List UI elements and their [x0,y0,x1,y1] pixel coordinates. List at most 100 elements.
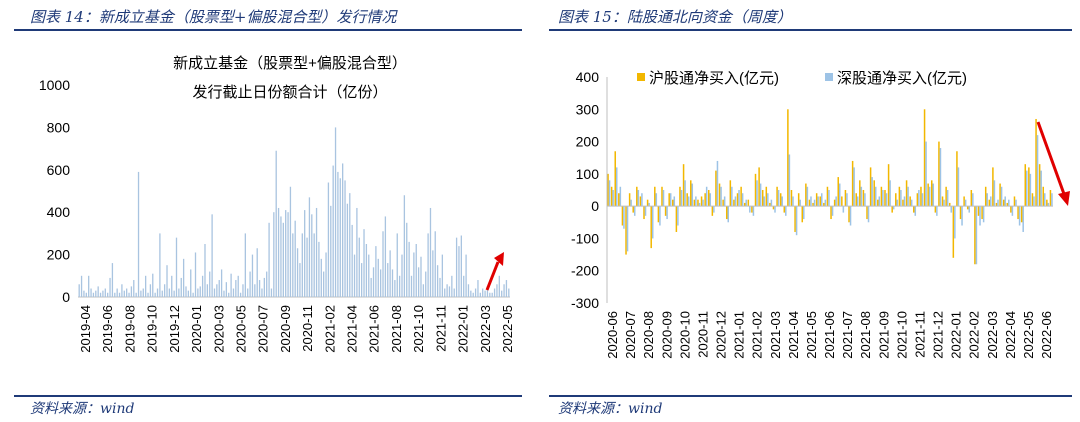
sz-bar [767,193,769,207]
sh-bar [621,206,624,226]
right-figure: 图表 15：陆股通北向资金（周度） 沪股通净买入(亿元) 深股通净买入(亿元) -… [545,0,1080,422]
bar [266,271,268,297]
sh-bar [725,206,728,220]
chart-subtitle: 发行截止日份额合计（亿份） [192,84,387,101]
y-tick-label: -200 [571,263,599,279]
bar [220,269,223,297]
sh-bar [1031,193,1034,207]
sh-bar [848,206,850,223]
sz-bar [982,206,985,223]
sz-bar [662,190,665,207]
bar [133,280,135,297]
sz-bar [821,193,823,207]
x-tick-label: 2021-07 [840,311,855,359]
sh-bar [654,186,656,207]
sz-bar [896,199,899,207]
source-rule [549,395,1072,397]
x-tick-label: 2020-07 [256,305,271,353]
y-tick-label: 400 [576,69,600,85]
bar [382,231,384,297]
bar [204,244,206,297]
sh-bar [722,199,724,207]
bar [325,252,327,297]
x-tick-label: 2020-11 [695,311,710,358]
sh-bar [657,206,660,223]
sh-bar [769,202,771,207]
bar [97,286,99,297]
sz-bar [849,206,852,226]
sz-bar [702,199,704,207]
bar [277,207,280,297]
bar [209,271,211,297]
title-rule [14,29,522,31]
bar [446,284,448,297]
bar [128,292,130,297]
sh-bar [729,180,732,207]
sh-bar [999,183,1001,207]
sh-bar [833,199,836,207]
sz-bar [993,180,996,207]
bar [107,292,109,297]
sh-bar [1035,118,1037,207]
bar [197,288,199,297]
y-tick-label: 0 [591,198,599,214]
sz-bar [623,206,625,229]
sz-bar [824,199,827,207]
sh-bar [700,196,703,207]
sz-bar [745,199,747,207]
sz-bar [1040,170,1042,207]
sz-bar [813,199,816,207]
sz-bar [964,199,967,207]
sh-bar [740,186,742,207]
sh-bar [826,186,829,207]
bar [192,292,194,297]
legend-label: 深股通净买入(亿元) [837,70,967,87]
sh-bar [977,206,980,216]
bar [436,265,439,297]
x-tick-label: 2019-04 [78,305,93,353]
bar [111,263,114,297]
bar [190,269,192,297]
bar [363,229,365,297]
sh-bar [733,199,735,207]
bar [486,286,489,297]
sz-bar [903,196,906,207]
x-tick-label: 2021-10 [894,311,909,359]
sz-bar [936,206,938,216]
source-note: 资料来源：wind [558,401,663,417]
bar [282,222,284,297]
sh-bar [1024,164,1027,207]
bar [187,290,190,297]
bar [80,275,83,297]
bar [239,292,242,297]
sh-bar [1049,190,1052,207]
sh-bar [618,193,620,207]
bar [346,203,349,297]
bar [299,263,301,297]
sz-bar [1026,170,1028,207]
x-tick-label: 2021-03 [768,311,783,359]
bar [306,237,308,297]
sh-bar [776,186,778,207]
bar [296,248,299,297]
sz-bar [770,199,773,207]
sz-bar [781,196,783,207]
y-tick-label: 400 [47,204,71,220]
sh-bar [905,180,908,207]
sh-bar [754,173,757,207]
bar [372,267,375,297]
sz-bar [648,202,650,207]
sh-bar [981,206,983,220]
bar [420,256,422,297]
bar [242,284,244,297]
bar [389,250,391,297]
bar [356,207,358,297]
sz-bar [659,206,661,226]
x-tick-label: 2021-09 [876,311,891,359]
sz-bar [720,186,722,207]
bar [387,263,389,297]
sz-bar [1029,173,1032,207]
bar [349,193,351,297]
sz-bar [734,196,737,207]
x-tick-label: 2021-11 [433,305,448,352]
